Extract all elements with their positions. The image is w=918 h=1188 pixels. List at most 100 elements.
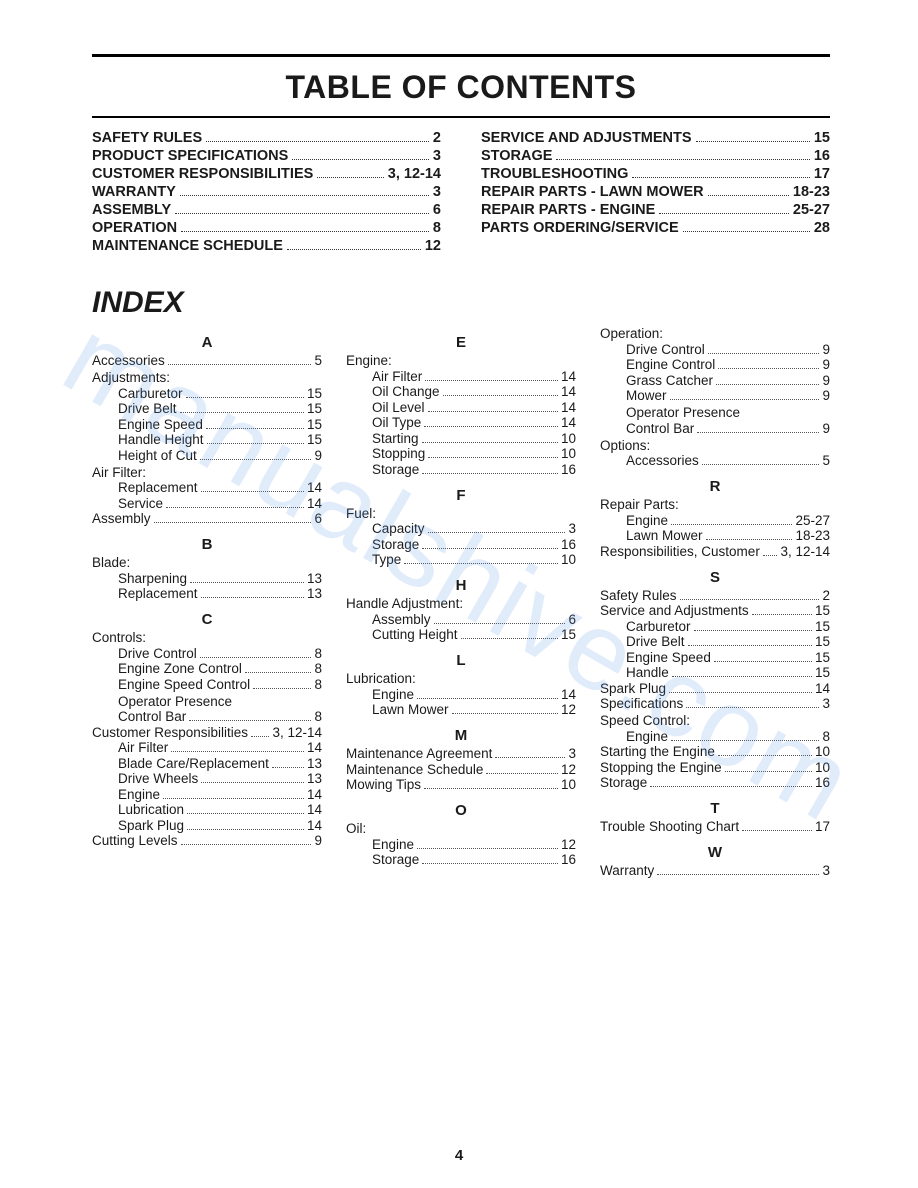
index-entry: Engine14 xyxy=(92,787,322,802)
index-page: 16 xyxy=(561,852,576,867)
leader-dots xyxy=(486,773,558,774)
leader-dots xyxy=(680,599,820,600)
index-entry: Drive Control9 xyxy=(600,342,830,357)
leader-dots xyxy=(272,767,304,768)
index-entry: Cutting Levels9 xyxy=(92,833,322,848)
index-label: Drive Control xyxy=(118,646,197,661)
leader-dots xyxy=(670,399,820,400)
leader-dots xyxy=(424,788,558,789)
leader-dots xyxy=(752,614,812,615)
index-label: Spark Plug xyxy=(600,681,666,696)
leader-dots xyxy=(708,353,820,354)
index-label: Capacity xyxy=(372,521,425,536)
index-entry: Storage16 xyxy=(346,462,576,477)
index-label: Grass Catcher xyxy=(626,373,713,388)
index-label: Lawn Mower xyxy=(626,528,703,543)
index-entry: Specifications3 xyxy=(600,696,830,711)
leader-dots xyxy=(422,863,558,864)
toc-row: OPERATION8 xyxy=(92,220,441,236)
index-label: Air Filter xyxy=(118,740,168,755)
index-page: 13 xyxy=(307,586,322,601)
leader-dots xyxy=(187,829,304,830)
index-entry: Air Filter14 xyxy=(346,369,576,384)
index-entry: Engine Speed15 xyxy=(92,417,322,432)
index-entry: Stopping10 xyxy=(346,446,576,461)
index-entry: Engine25-27 xyxy=(600,513,830,528)
index-page: 3 xyxy=(568,746,576,761)
leader-dots xyxy=(171,751,304,752)
leader-dots xyxy=(201,597,304,598)
leader-dots xyxy=(201,491,304,492)
index-label: Control Bar xyxy=(626,421,694,436)
index-page: 8 xyxy=(822,729,830,744)
toc-page: 6 xyxy=(433,202,441,218)
index-label: Blade Care/Replacement xyxy=(118,756,269,771)
leader-dots xyxy=(671,524,792,525)
index-header: Operation: xyxy=(600,326,830,341)
index-header: Controls: xyxy=(92,630,322,645)
index-page: 5 xyxy=(822,453,830,468)
leader-dots xyxy=(708,195,789,196)
leader-dots xyxy=(206,428,304,429)
index-entry: Lawn Mower12 xyxy=(346,702,576,717)
toc-label: PRODUCT SPECIFICATIONS xyxy=(92,148,288,164)
index-entry: Engine Speed15 xyxy=(600,650,830,665)
leader-dots xyxy=(287,249,421,250)
index-letter: E xyxy=(346,334,576,351)
index-label: Handle Height xyxy=(118,432,204,447)
leader-dots xyxy=(718,368,819,369)
index-page: 3, 12-14 xyxy=(780,544,830,559)
leader-dots xyxy=(417,848,558,849)
index-page: 14 xyxy=(307,818,322,833)
index-header: Blade: xyxy=(92,555,322,570)
index-page: 9 xyxy=(822,421,830,436)
index-label: Oil Type xyxy=(372,415,421,430)
leader-dots xyxy=(556,159,809,160)
index-entry: Air Filter14 xyxy=(92,740,322,755)
toc-label: REPAIR PARTS - ENGINE xyxy=(481,202,655,218)
rule-top xyxy=(92,54,830,57)
index-label: Engine xyxy=(372,837,414,852)
index-label: Carburetor xyxy=(626,619,691,634)
leader-dots xyxy=(725,771,812,772)
leader-dots xyxy=(166,507,304,508)
index-label: Oil Change xyxy=(372,384,440,399)
index-label: Carburetor xyxy=(118,386,183,401)
index-page: 16 xyxy=(561,462,576,477)
leader-dots xyxy=(659,213,789,214)
index-label: Warranty xyxy=(600,863,654,878)
toc-page: 12 xyxy=(425,238,441,254)
toc: SAFETY RULES2PRODUCT SPECIFICATIONS3CUST… xyxy=(92,128,830,256)
leader-dots xyxy=(632,177,809,178)
index-page: 5 xyxy=(314,353,322,368)
index-page: 10 xyxy=(815,744,830,759)
toc-label: CUSTOMER RESPONSIBILITIES xyxy=(92,166,313,182)
index-label: Engine Speed xyxy=(626,650,711,665)
leader-dots xyxy=(168,364,312,365)
leader-dots xyxy=(718,755,812,756)
leader-dots xyxy=(428,457,558,458)
toc-row: CUSTOMER RESPONSIBILITIES 3, 12-14 xyxy=(92,166,441,182)
index-col-3: Operation:Drive Control9Engine Control9G… xyxy=(600,324,830,879)
toc-row: STORAGE16 xyxy=(481,148,830,164)
leader-dots xyxy=(200,657,312,658)
index-label: Responsibilities, Customer xyxy=(600,544,760,559)
index-entry: Assembly6 xyxy=(346,612,576,627)
toc-page: 3, 12-14 xyxy=(388,166,441,182)
index-label: Starting the Engine xyxy=(600,744,715,759)
index-header: Air Filter: xyxy=(92,465,322,480)
index-letter: C xyxy=(92,611,322,628)
index-page: 10 xyxy=(561,431,576,446)
leader-dots xyxy=(461,638,558,639)
index-entry: Handle15 xyxy=(600,665,830,680)
leader-dots xyxy=(716,384,819,385)
index-entry: Control Bar8 xyxy=(92,709,322,724)
index-label: Assembly xyxy=(92,511,151,526)
index-label: Drive Wheels xyxy=(118,771,198,786)
leader-dots xyxy=(154,522,312,523)
index-page: 14 xyxy=(307,787,322,802)
leader-dots xyxy=(686,707,819,708)
leader-dots xyxy=(180,412,304,413)
leader-dots xyxy=(706,539,793,540)
index-letter: L xyxy=(346,652,576,669)
